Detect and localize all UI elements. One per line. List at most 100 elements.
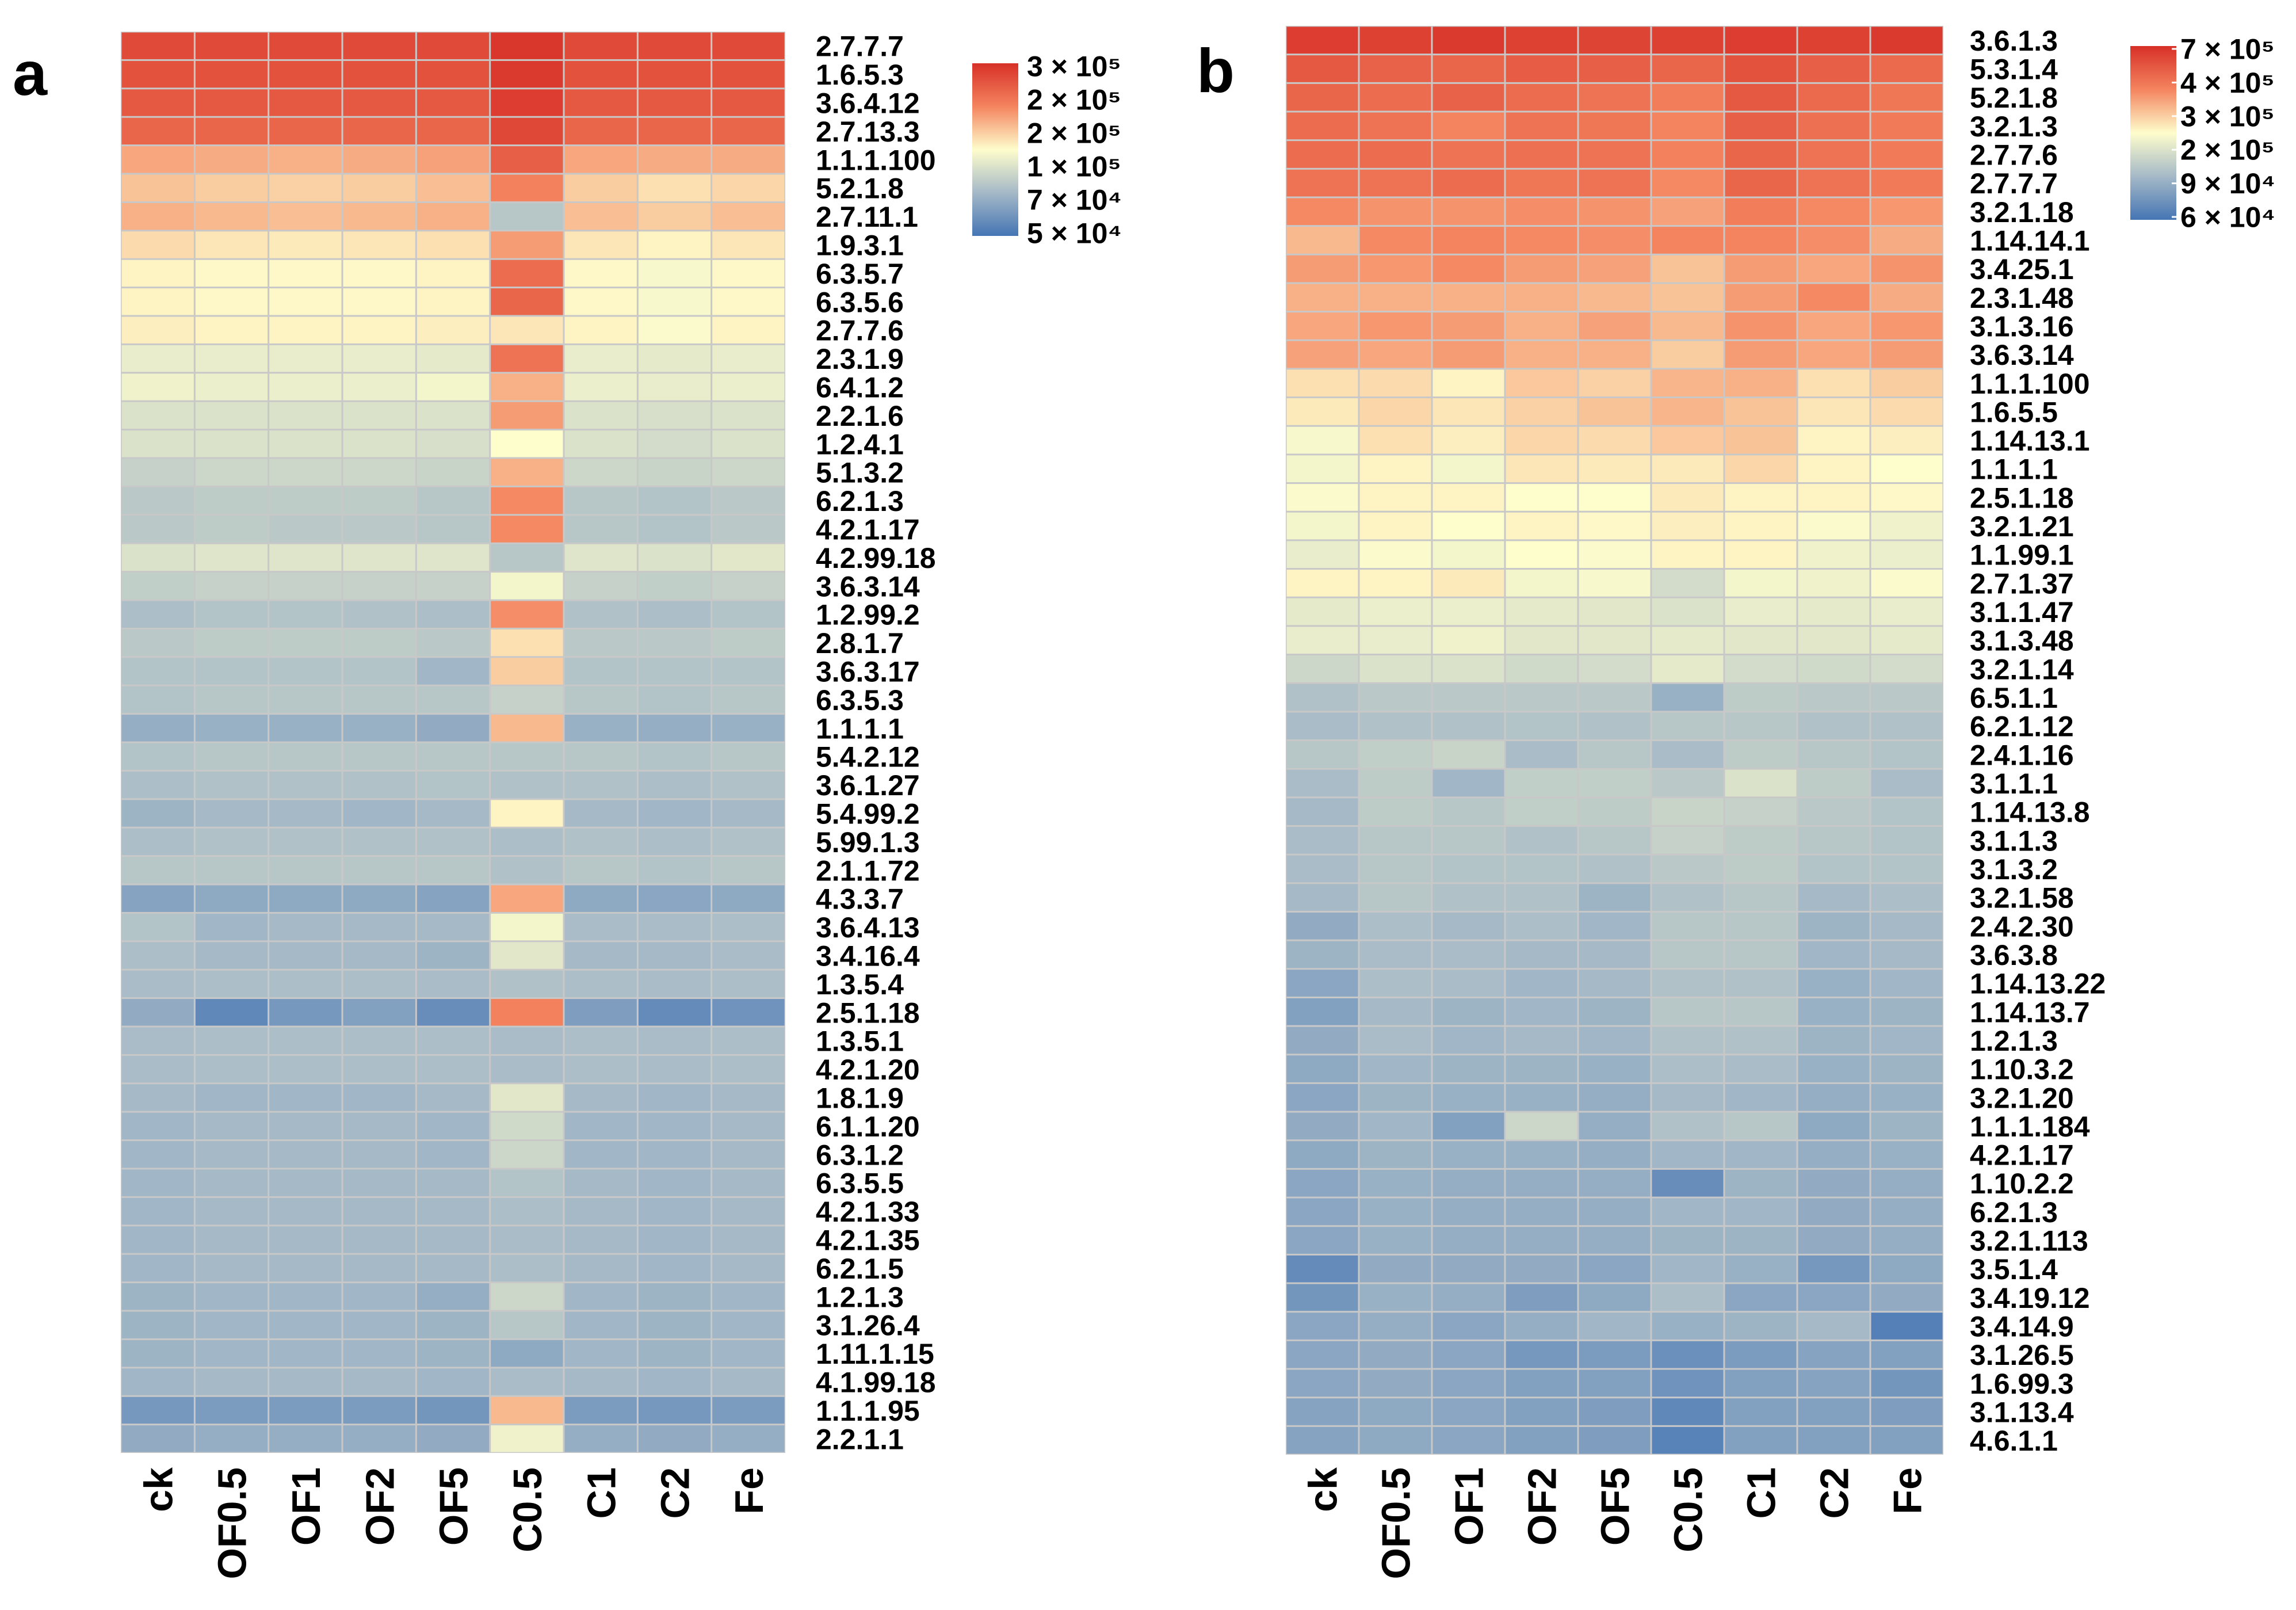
panel-a: a 2.7.7.71.6.5.33.6.4.122.7.13.31.1.1.10… [13, 30, 1122, 1580]
heatmap-b-cell [1359, 1284, 1431, 1311]
heatmap-a-cell [269, 146, 342, 173]
heatmap-b-cell [1432, 598, 1504, 625]
heatmap-a-cell [491, 402, 563, 429]
heatmap-a-cell [195, 828, 268, 856]
heatmap-b-cell [1871, 941, 1943, 968]
heatmap-b-cell [1579, 1083, 1651, 1111]
heatmap-b-cell [1579, 1313, 1651, 1340]
heatmap-a-row-label: 1.2.99.2 [816, 599, 920, 631]
heatmap-b-row-label: 1.6.5.5 [1970, 396, 2058, 428]
heatmap-b-cell [1359, 398, 1431, 425]
heatmap-b-cell [1871, 112, 1943, 140]
heatmap-b-cell [1798, 312, 1870, 339]
heatmap-a-cell [269, 999, 342, 1026]
heatmap-b-cell [1286, 798, 1358, 825]
heatmap-b-cell [1579, 455, 1651, 483]
heatmap-a-cell [343, 1283, 415, 1310]
heatmap-b-cell [1286, 198, 1358, 226]
heatmap-b-cell [1359, 1369, 1431, 1397]
heatmap-b-cell [1506, 1313, 1577, 1340]
heatmap-b-cell [1432, 712, 1504, 739]
heatmap-a-cell [712, 885, 785, 912]
heatmap-b-row-label: 3.5.1.4 [1970, 1253, 2058, 1285]
heatmap-b-cell [1506, 1426, 1577, 1454]
heatmap-a-cell [638, 913, 711, 941]
heatmap-b-cell [1579, 826, 1651, 854]
heatmap-b-cell [1871, 484, 1943, 511]
heatmap-a-cell [269, 942, 342, 969]
heatmap-a-cell [343, 146, 415, 173]
heatmap-b-cell [1286, 26, 1358, 54]
heatmap-b-row-label: 2.5.1.18 [1970, 482, 2074, 514]
heatmap-a-cell [343, 402, 415, 429]
heatmap-a-cell [712, 970, 785, 998]
heatmap-b-cell [1579, 1369, 1651, 1397]
heatmap-b-cell [1286, 83, 1358, 111]
heatmap-a-cell [195, 1254, 268, 1282]
heatmap-a-cell [564, 1169, 637, 1196]
heatmap-b-cell [1871, 712, 1943, 739]
heatmap-a-cell [269, 402, 342, 429]
heatmap-b-cell [1725, 1027, 1797, 1054]
heatmap-b-cell [1286, 169, 1358, 197]
heatmap-b-cell [1359, 655, 1431, 682]
heatmap-b-cell [1652, 1255, 1724, 1283]
heatmap-a-row-label: 4.3.3.7 [816, 883, 904, 915]
heatmap-a-cell [195, 1226, 268, 1253]
heatmap-a-cell [564, 573, 637, 600]
heatmap-b-cell [1652, 570, 1724, 597]
heatmap-b-cell [1798, 1027, 1870, 1054]
heatmap-b-cell [1725, 1284, 1797, 1311]
heatmap-b-cell [1579, 712, 1651, 739]
heatmap-a-cell [269, 459, 342, 486]
heatmap-a-cell [195, 1368, 268, 1395]
heatmap-b-cell [1506, 426, 1577, 454]
heatmap-b-cell [1579, 169, 1651, 197]
heatmap-b-cell [1506, 112, 1577, 140]
heatmap-b-cell [1432, 112, 1504, 140]
heatmap-a-cell [712, 174, 785, 201]
heatmap-a-cell [491, 288, 563, 315]
heatmap-b-cell [1871, 255, 1943, 283]
heatmap-a-cell [343, 828, 415, 856]
heatmap-b-row-label: 3.4.19.12 [1970, 1282, 2090, 1314]
heatmap-a-cell [712, 1112, 785, 1140]
heatmap-b-cell [1652, 398, 1724, 425]
heatmap-a-cell [564, 942, 637, 969]
heatmap-a-cell [638, 430, 711, 457]
panel-b-label: b [1197, 36, 1235, 105]
heatmap-a-cell [195, 1084, 268, 1111]
heatmap-a-row-labels: 2.7.7.71.6.5.33.6.4.122.7.13.31.1.1.1005… [816, 30, 936, 1456]
heatmap-a-cell [491, 913, 563, 941]
heatmap-b-cell [1359, 284, 1431, 311]
heatmap-a-cell [121, 1169, 194, 1196]
heatmap-b-row-label: 3.2.1.18 [1970, 196, 2074, 228]
heatmap-a-cell [121, 1425, 194, 1452]
heatmap-b-cell [1652, 912, 1724, 940]
heatmap-b-cell [1506, 1227, 1577, 1254]
heatmap-b-cell [1798, 1398, 1870, 1425]
heatmap-b-cell [1871, 655, 1943, 682]
heatmap-a-cell [712, 1197, 785, 1225]
heatmap-b-cell [1432, 398, 1504, 425]
heatmap-a-cell [269, 203, 342, 230]
heatmap-b-cell [1725, 1055, 1797, 1082]
heatmap-a-cell [491, 999, 563, 1026]
heatmap-a-cell [491, 1226, 563, 1253]
heatmap-a-cell [712, 1283, 785, 1310]
heatmap-b-cell [1579, 1284, 1651, 1311]
heatmap-b-cell [1798, 598, 1870, 625]
heatmap-b-cell [1359, 227, 1431, 254]
heatmap-a-row-label: 1.1.1.1 [816, 712, 904, 745]
heatmap-b-row-label: 6.5.1.1 [1970, 682, 2058, 714]
heatmap-a-cell [195, 288, 268, 315]
heatmap-a-row-label: 1.2.4.1 [816, 428, 904, 460]
heatmap-a-cell [343, 658, 415, 685]
heatmap-b-cell [1506, 998, 1577, 1025]
heatmap-a-cell [343, 715, 415, 742]
heatmap-a-row-label: 6.3.5.5 [816, 1168, 904, 1200]
heatmap-a-row-label: 5.4.2.12 [816, 741, 920, 773]
heatmap-b-cell [1506, 1341, 1577, 1368]
heatmap-a-cell [121, 487, 194, 514]
